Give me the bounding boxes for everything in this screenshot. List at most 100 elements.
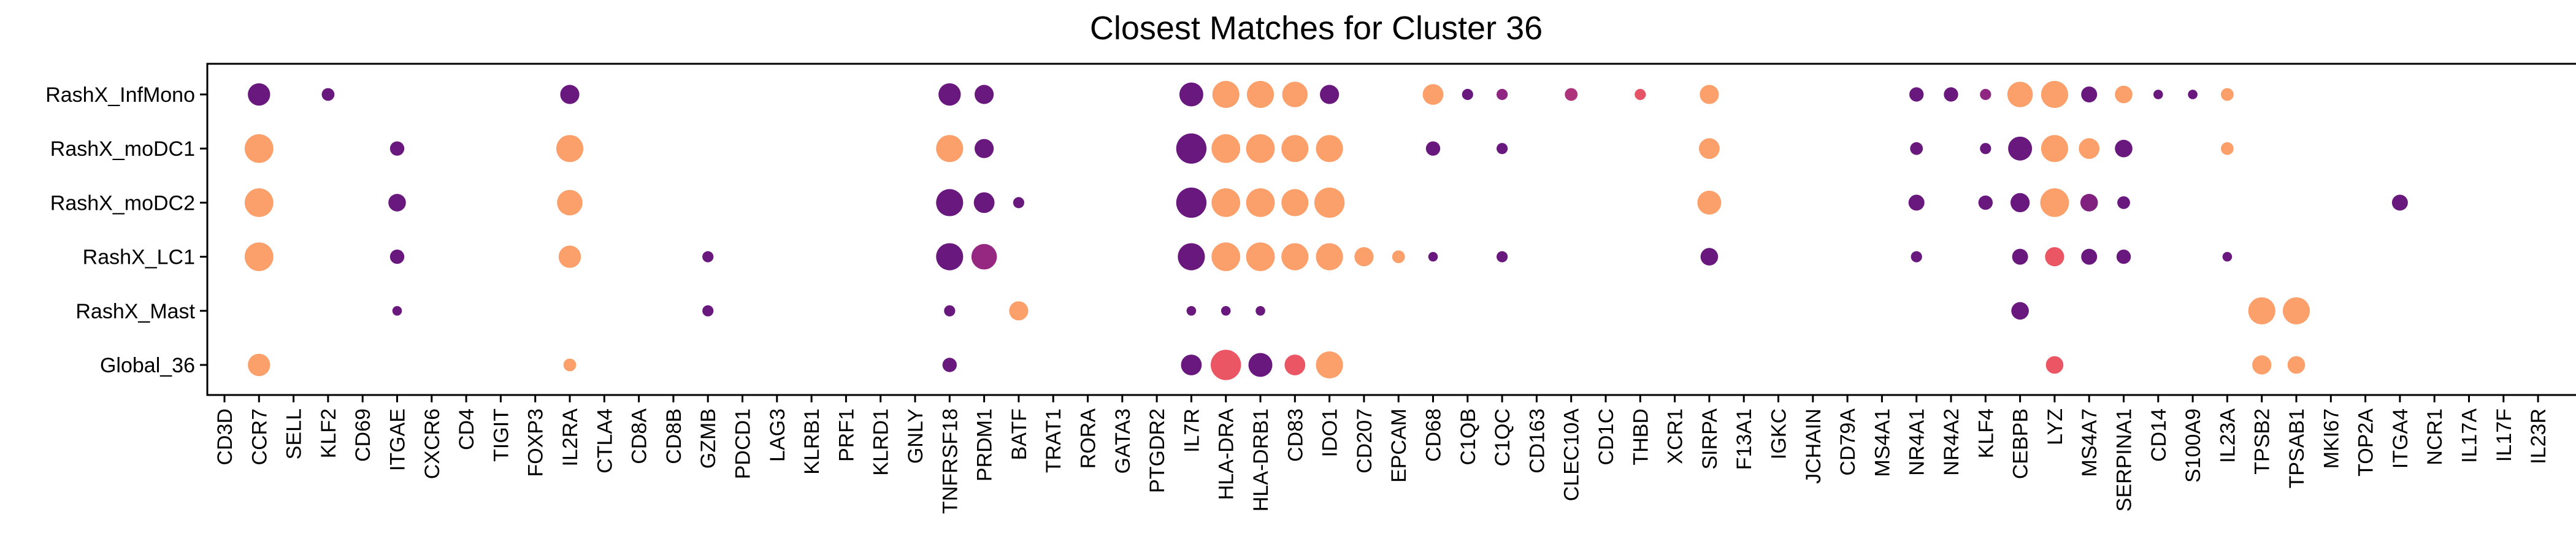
dots-layer [244,80,2408,380]
x-tick-label: CD83 [1284,408,1307,462]
dot-Global_36-CCR7 [248,353,270,377]
dot-RashX_moDC1-CCR7 [244,134,274,163]
y-tick-label: RashX_moDC1 [50,137,195,161]
x-tick-label: IGKC [1768,408,1791,459]
dot-RashX_moDC2-CCR7 [244,188,274,217]
dot-RashX_InfMono-CD83 [1282,82,1308,107]
x-tick-label: MKI67 [2320,408,2343,469]
dot-Global_36-HLA-DRB1 [1248,353,1273,377]
x-tick-label: CD8B [662,408,686,464]
x-tick-label: CD8A [628,408,651,464]
dot-RashX_moDC2-HLA-DRA [1211,188,1241,217]
dot-RashX_moDC1-KLF4 [1980,143,1991,155]
dot-RashX_moDC2-LYZ [2040,188,2069,217]
x-tick-label: NCR1 [2423,408,2447,466]
dot-RashX_moDC2-IDO1 [1314,187,1345,218]
dot-RashX_InfMono-IL23A [2221,88,2234,101]
x-tick-label: IL23R [2527,408,2550,464]
dot-RashX_Mast-HLA-DRA [1221,306,1231,316]
x-tick-label: MS4A1 [1871,408,1894,477]
dot-RashX_moDC2-ITGA4 [2391,194,2408,211]
dot-RashX_moDC1-C1QC [1497,143,1508,155]
dot-RashX_Mast-TNFRSF18 [944,305,956,316]
dot-RashX_moDC1-IDO1 [1316,135,1343,163]
dot-RashX_moDC2-SERPINA1 [2117,196,2130,209]
x-tick-label: CLEC10A [1560,408,1584,502]
dot-RashX_moDC2-CD83 [1281,189,1309,217]
x-axis-labels: CD3D CCR7 SELL KLF2 CD69 ITGAE CXCR6 CD4 TIGIT FO… [213,395,2550,514]
dot-RashX_moDC1-CEBPB [2008,136,2033,161]
x-tick-label: TIGIT [489,408,513,462]
dot-RashX_LC1-ITGAE [389,249,405,264]
dot-RashX_Mast-BATF [1009,301,1029,321]
x-tick-label: XCR1 [1664,408,1687,464]
x-tick-label: KLRB1 [800,408,824,475]
dot-RashX_moDC1-IL23A [2221,142,2234,155]
dot-RashX_LC1-EPCAM [1392,250,1405,263]
dot-RashX_LC1-HLA-DRA [1211,242,1241,271]
dot-RashX_InfMono-CD68 [1422,84,1444,105]
dot-RashX_LC1-TNFRSF18 [936,243,964,270]
dot-RashX_LC1-CD83 [1281,243,1309,270]
dot-RashX_LC1-PRDM1 [971,243,997,270]
dot-RashX_LC1-SERPINA1 [2116,249,2131,264]
dot-RashX_moDC1-LYZ [2041,135,2068,163]
dot-RashX_moDC1-CD83 [1281,135,1309,163]
dot-RashX_InfMono-KLF2 [321,88,335,101]
dot-RashX_moDC1-SERPINA1 [2115,139,2133,158]
x-tick-label: FOXP3 [524,408,548,477]
dot-RashX_InfMono-SIRPA [1700,85,1719,104]
dot-RashX_InfMono-NR4A2 [1944,87,1958,102]
x-tick-label: KLF4 [1974,408,1998,458]
x-tick-label: TOP2A [2355,408,2378,477]
x-tick-label: PRDM1 [973,408,997,481]
dot-RashX_moDC2-HLA-DRB1 [1246,188,1275,217]
x-tick-label: EPCAM [1387,408,1411,483]
dot-RashX_InfMono-CCR7 [248,83,270,106]
x-tick-label: IL23A [2216,408,2239,463]
dot-RashX_LC1-LYZ [2045,247,2064,267]
y-tick-label: RashX_LC1 [83,246,195,269]
dot-Global_36-CD83 [1284,355,1306,375]
dot-RashX_LC1-MS4A7 [2081,248,2098,265]
y-tick-label: RashX_Mast [75,300,195,323]
dot-RashX_InfMono-THBD [1635,88,1646,101]
dot-Global_36-HLA-DRA [1211,350,1241,380]
dot-RashX_InfMono-CEBPB [2007,82,2033,107]
dot-RashX_InfMono-LYZ [2041,80,2068,109]
dot-RashX_LC1-CCR7 [244,242,274,271]
dot-Global_36-IL7R [1181,355,1202,375]
dot-RashX_InfMono-NR4A1 [1909,87,1924,102]
x-tick-label: HLA-DRA [1215,408,1238,500]
dot-RashX_moDC1-IL7R [1176,133,1207,164]
dot-RashX_moDC1-NR4A1 [1910,142,1923,155]
dot-Global_36-IDO1 [1316,351,1343,379]
dot-RashX_moDC2-CEBPB [2011,193,2030,212]
dot-Global_36-TPSAB1 [2287,356,2306,374]
y-tick-label: Global_36 [100,354,195,377]
dot-RashX_moDC1-HLA-DRA [1211,134,1241,163]
dot-Global_36-TPSB2 [2252,355,2272,375]
x-tick-label: F13A1 [1733,408,1756,470]
dot-RashX_moDC1-TNFRSF18 [936,135,964,163]
x-tick-label: HLA-DRB1 [1249,408,1273,512]
dot-RashX_InfMono-IL2RA [560,85,580,104]
x-tick-label: SERPINA1 [2113,408,2136,512]
x-tick-label: NR4A2 [1940,408,1963,476]
dot-Global_36-LYZ [2045,356,2064,374]
dot-RashX_LC1-C1QC [1497,251,1508,263]
dot-RashX_LC1-CD207 [1354,247,1374,267]
chart-title: Closest Matches for Cluster 36 [1090,10,1543,47]
dot-RashX_Mast-CEBPB [2011,302,2029,320]
x-tick-label: IDO1 [1319,408,1342,457]
dot-RashX_Mast-TPSB2 [2248,297,2275,324]
y-tick-label: RashX_InfMono [45,83,195,107]
dot-RashX_InfMono-TNFRSF18 [938,83,961,106]
x-tick-label: CD14 [2147,408,2171,462]
x-tick-label: CD68 [1422,408,1446,462]
x-tick-label: CXCR6 [421,408,444,479]
dot-RashX_InfMono-PRDM1 [975,85,994,104]
dot-RashX_moDC2-NR4A1 [1908,194,1925,211]
x-tick-label: CD163 [1525,408,1549,473]
